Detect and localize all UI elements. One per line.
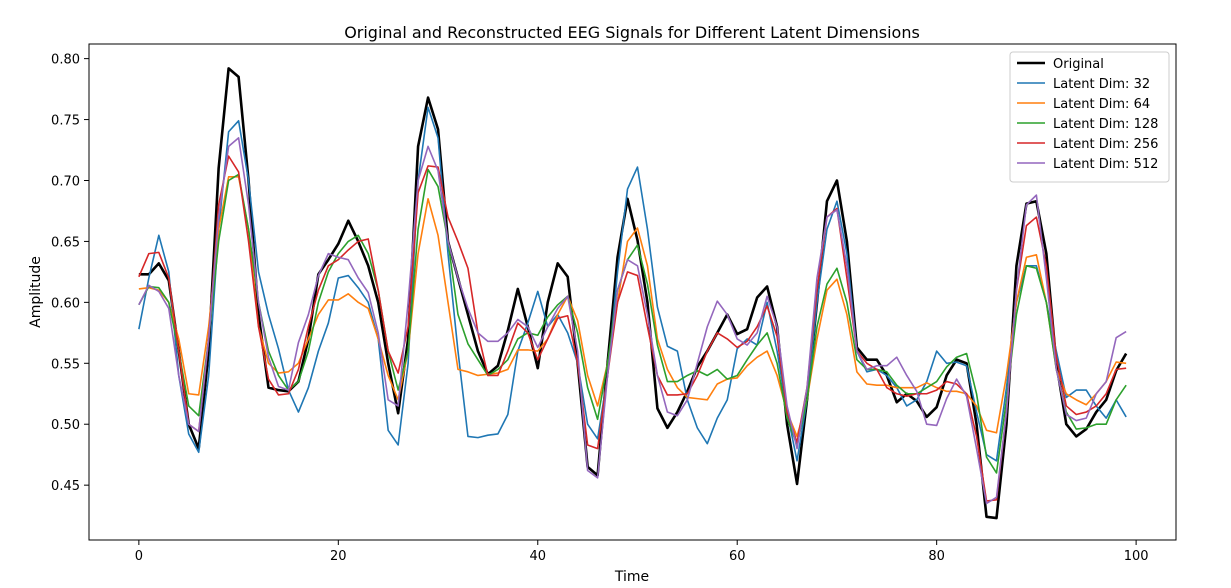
x-tick-label: 0 <box>135 549 143 564</box>
y-tick-label: 0.70 <box>51 174 80 189</box>
series-line-5 <box>138 137 1127 505</box>
legend-label-0: Original <box>1053 57 1104 72</box>
y-tick-label: 0.65 <box>51 235 80 250</box>
x-tick-label: 100 <box>1124 549 1149 564</box>
series-line-1 <box>138 106 1127 462</box>
legend-label-5: Latent Dim: 512 <box>1053 157 1158 172</box>
y-axis: 0.45 0.50 0.55 0.60 0.65 0.70 0.75 0.80 <box>51 53 89 494</box>
y-axis-label: Amplitude <box>28 256 44 328</box>
legend-label-3: Latent Dim: 128 <box>1053 117 1158 132</box>
series-layer <box>138 67 1128 520</box>
y-tick-label: 0.75 <box>51 114 80 129</box>
series-line-0 <box>138 67 1128 520</box>
y-tick-label: 0.80 <box>51 53 80 68</box>
legend-label-2: Latent Dim: 64 <box>1053 97 1150 112</box>
x-tick-label: 60 <box>729 549 746 564</box>
y-tick-label: 0.45 <box>51 479 80 494</box>
x-tick-label: 40 <box>529 549 546 564</box>
chart-title: Original and Reconstructed EEG Signals f… <box>344 23 920 42</box>
y-tick-label: 0.60 <box>51 296 80 311</box>
x-axis-label: Time <box>614 569 649 585</box>
y-tick-label: 0.55 <box>51 357 80 372</box>
legend-items: Original Latent Dim: 32 Latent Dim: 64 Late… <box>1017 57 1158 172</box>
plot-area-frame <box>88 43 1177 541</box>
legend-label-4: Latent Dim: 256 <box>1053 137 1158 152</box>
x-tick-label: 20 <box>330 549 347 564</box>
y-tick-label: 0.50 <box>51 418 80 433</box>
legend: Original Latent Dim: 32 Latent Dim: 64 Late… <box>1009 51 1170 183</box>
series-line-3 <box>138 168 1127 474</box>
x-axis: 0 20 40 60 80 100 <box>135 540 1149 564</box>
legend-frame <box>1009 51 1170 183</box>
legend-label-1: Latent Dim: 32 <box>1053 77 1150 92</box>
x-tick-label: 80 <box>928 549 945 564</box>
